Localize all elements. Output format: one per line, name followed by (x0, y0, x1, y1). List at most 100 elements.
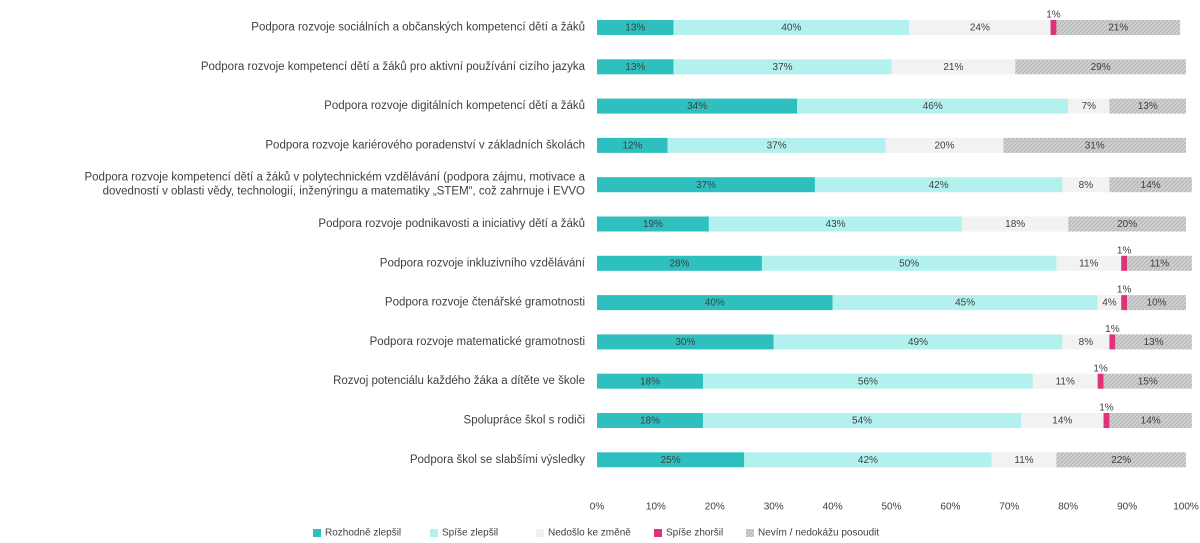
legend-swatch (746, 529, 754, 537)
data-label: 45% (955, 298, 975, 309)
x-tick-label: 100% (1173, 502, 1199, 513)
bar-segment-nev-m-nedok-u-posoudit (1109, 177, 1192, 193)
category-label: Podpora rozvoje kompetencí dětí a žáků p… (201, 61, 586, 73)
data-label: 54% (852, 416, 872, 427)
data-label: 19% (643, 219, 663, 230)
x-tick-label: 80% (1058, 502, 1078, 513)
bar-segment-rozhodn-zlep-il (597, 452, 745, 468)
legend-label: Spíše zlepšil (442, 528, 498, 539)
category-label: Podpora škol se slabšími výsledky (410, 454, 585, 466)
data-label: 24% (970, 23, 990, 34)
data-label: 21% (943, 62, 963, 73)
data-label: 11% (1056, 376, 1075, 387)
bar-segment-rozhodn-zlep-il (597, 20, 674, 35)
category-label: dovedností v oblasti vědy, technologií, … (103, 186, 585, 198)
data-label: 37% (696, 180, 716, 191)
legend: Rozhodně zlepšil Spíše zlepšil Nedošlo ke … (313, 528, 879, 539)
data-label: 13% (1144, 337, 1164, 348)
data-label: 8% (1079, 180, 1094, 191)
bar-segment-nedo-lo-ke-zm-n (1068, 98, 1110, 114)
bar-segment-sp-e-zlep-il (703, 373, 1033, 389)
data-label: 7% (1082, 101, 1097, 112)
bar-segment-sp-e-zhor-il (1097, 373, 1104, 389)
legend-swatch (536, 529, 544, 537)
data-label: 14% (1141, 180, 1161, 191)
bar-segment-sp-e-zlep-il (673, 20, 910, 35)
data-label: 40% (705, 298, 725, 309)
x-tick-label: 90% (1117, 502, 1137, 513)
data-label: 1% (1105, 324, 1120, 335)
x-axis: 0% 10% 20% 30% 40% 50% 60% 70% 80% 90% 100% (590, 502, 1199, 513)
data-label: 40% (781, 23, 801, 34)
data-label: 1% (1093, 363, 1108, 374)
data-label: 8% (1079, 337, 1094, 348)
data-label: 1% (1099, 403, 1114, 414)
x-tick-label: 50% (881, 502, 901, 513)
category-label: Podpora rozvoje podnikavosti a iniciativ… (318, 218, 585, 230)
data-label: 42% (929, 180, 949, 191)
bar-segment-nev-m-nedok-u-posoudit (1003, 137, 1186, 153)
data-label: 11% (1079, 258, 1098, 269)
category-label: Podpora rozvoje kompetencí dětí a žáků v… (84, 172, 585, 184)
category-label: Podpora rozvoje čtenářské gramotnosti (385, 297, 585, 309)
data-label: 11% (1014, 455, 1033, 466)
x-tick-label: 70% (999, 502, 1019, 513)
bar-segment-sp-e-zlep-il (773, 334, 1063, 350)
bar-segment-rozhodn-zlep-il (597, 334, 774, 350)
bar-segment-nedo-lo-ke-zm-n (891, 59, 1016, 75)
legend-swatch (430, 529, 438, 537)
category-label: Podpora rozvoje matematické gramotnosti (370, 336, 585, 348)
data-label: 43% (826, 219, 846, 230)
bar-segment-nev-m-nedok-u-posoudit (1127, 255, 1192, 271)
x-tick-label: 0% (590, 502, 605, 513)
category-label: Rozvoj potenciálu každého žáka a dítěte … (333, 375, 585, 387)
data-label: 42% (858, 455, 878, 466)
data-label: 13% (1138, 101, 1158, 112)
data-label: 46% (923, 101, 943, 112)
bar-segment-sp-e-zlep-il (673, 59, 892, 75)
data-label: 12% (622, 141, 642, 152)
data-label: 1% (1117, 245, 1132, 256)
bar-segment-rozhodn-zlep-il (597, 59, 674, 75)
legend-label: Rozhodně zlepšil (325, 528, 401, 539)
data-label: 20% (1117, 219, 1137, 230)
bar-segment-sp-e-zhor-il (1121, 295, 1128, 311)
category-label: Spolupráce škol s rodiči (464, 415, 585, 427)
bar-segment-nedo-lo-ke-zm-n (962, 216, 1069, 232)
legend-swatch (654, 529, 662, 537)
data-label: 13% (625, 23, 645, 34)
bar-segment-rozhodn-zlep-il (597, 98, 798, 114)
bar-segment-nev-m-nedok-u-posoudit (1056, 20, 1181, 35)
data-label: 34% (687, 101, 707, 112)
data-label: 18% (640, 376, 660, 387)
data-label: 14% (1141, 416, 1161, 427)
data-label: 1% (1046, 10, 1061, 21)
data-label: 31% (1085, 141, 1105, 152)
bar-segment-nev-m-nedok-u-posoudit (1015, 59, 1186, 75)
bar-segment-nedo-lo-ke-zm-n (885, 137, 1004, 153)
category-label: Podpora rozvoje kariérového poradenství … (265, 139, 585, 151)
bar-segment-nedo-lo-ke-zm-n (1097, 295, 1122, 311)
data-label: 10% (1147, 298, 1167, 309)
bar-segment-rozhodn-zlep-il (597, 413, 704, 428)
bar-segment-rozhodn-zlep-il (597, 137, 668, 153)
data-label: 22% (1111, 455, 1131, 466)
bar-segment-nev-m-nedok-u-posoudit (1068, 216, 1186, 232)
data-label: 37% (773, 62, 793, 73)
bar-segment-nev-m-nedok-u-posoudit (1109, 98, 1186, 114)
data-label: 49% (908, 337, 928, 348)
legend-label: Nedošlo ke změně (548, 528, 631, 539)
bar-segment-sp-e-zlep-il (797, 98, 1069, 114)
x-tick-label: 40% (823, 502, 843, 513)
data-label: 4% (1102, 298, 1117, 309)
data-label: 11% (1150, 258, 1169, 269)
x-tick-label: 60% (940, 502, 960, 513)
category-label: Podpora rozvoje digitálních kompetencí d… (324, 100, 585, 112)
bar-segment-rozhodn-zlep-il (597, 295, 833, 311)
data-label: 1% (1117, 285, 1132, 296)
bar-segment-nedo-lo-ke-zm-n (991, 452, 1057, 468)
data-label: 25% (661, 455, 681, 466)
data-label: 15% (1138, 376, 1158, 387)
